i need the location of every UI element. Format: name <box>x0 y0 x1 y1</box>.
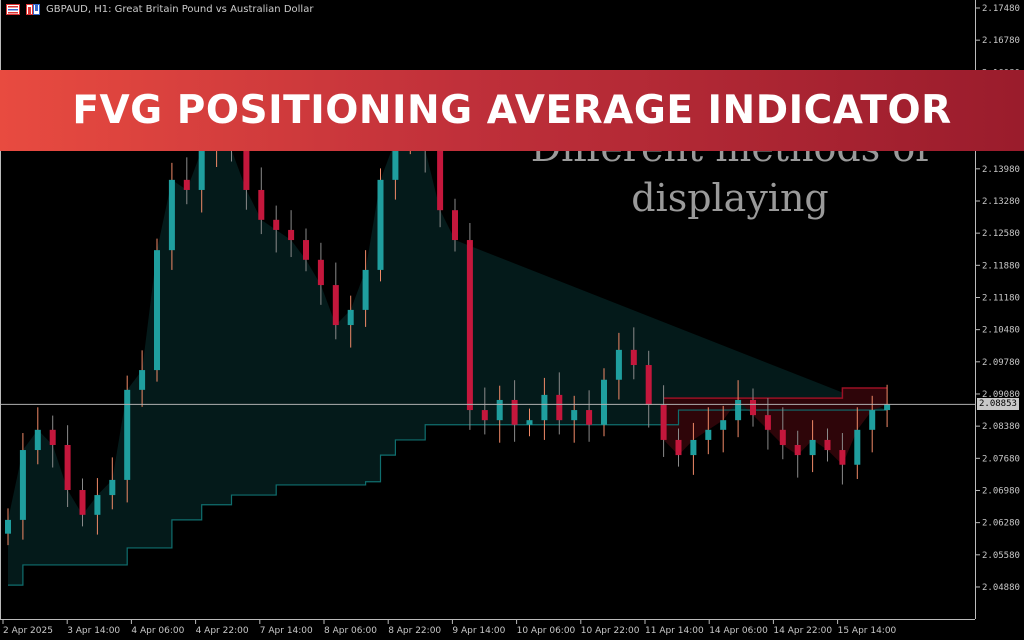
candle-body <box>49 429 56 445</box>
candle-body <box>735 399 742 421</box>
candle-body <box>794 444 801 456</box>
candle-body <box>466 240 473 411</box>
candle-body <box>303 240 309 260</box>
candle-body <box>19 450 26 520</box>
candle-body <box>660 405 667 440</box>
candle-body <box>332 285 339 326</box>
candle-body <box>496 399 503 421</box>
x-tick-label: 14 Apr 06:00 <box>709 626 768 636</box>
candle-body <box>586 410 593 425</box>
y-tick-label: 2.13980 <box>982 165 1020 175</box>
candle-body <box>362 269 369 310</box>
candle-body <box>347 309 354 326</box>
candle-body <box>79 490 86 515</box>
candle-body <box>317 259 324 286</box>
candle-body <box>377 179 384 270</box>
candle-body <box>750 399 756 416</box>
candle-body <box>720 420 727 430</box>
lower-band-line <box>8 409 888 586</box>
x-tick-label: 15 Apr 14:00 <box>838 626 897 636</box>
candle-body <box>288 229 295 241</box>
candle-body <box>511 399 518 425</box>
y-tick-label: 2.05580 <box>982 551 1020 561</box>
candle-body <box>571 410 578 421</box>
candle-body <box>243 149 250 190</box>
y-tick-label: 2.10480 <box>982 326 1020 336</box>
y-tick-label: 2.12580 <box>982 229 1020 239</box>
chart-type-icon[interactable] <box>26 4 40 15</box>
x-tick-label: 8 Apr 06:00 <box>324 626 377 636</box>
candle-body <box>183 179 190 190</box>
candle-body <box>884 404 891 411</box>
x-tick-label: 10 Apr 06:00 <box>517 626 576 636</box>
x-tick-label: 7 Apr 14:00 <box>260 626 313 636</box>
y-tick-label: 2.09780 <box>982 358 1020 368</box>
y-tick-label: 2.17480 <box>982 4 1020 14</box>
candle-body <box>541 394 548 421</box>
y-tick-label: 2.06280 <box>982 519 1020 529</box>
candle-body <box>273 219 280 230</box>
candle-body <box>526 420 533 425</box>
x-tick-label: 14 Apr 22:00 <box>773 626 832 636</box>
banner-title: FVG POSITIONING AVERAGE INDICATOR <box>72 88 952 133</box>
candle-body <box>437 149 444 211</box>
x-tick-label: 11 Apr 14:00 <box>645 626 704 636</box>
x-tick-label: 8 Apr 22:00 <box>388 626 441 636</box>
candle-body <box>839 450 846 465</box>
candle-body <box>198 149 205 190</box>
y-tick-label: 2.04880 <box>982 583 1020 593</box>
upper-band-line <box>663 387 888 399</box>
chart-title: GBPAUD, H1: Great Britain Pound vs Austr… <box>46 4 314 15</box>
candle-body <box>809 439 816 456</box>
upper-band-fill <box>663 388 888 465</box>
chart-header: GBPAUD, H1: Great Britain Pound vs Austr… <box>6 4 313 15</box>
y-tick-label: 2.08380 <box>982 422 1020 432</box>
candle-body <box>34 429 41 451</box>
candle-body <box>452 210 458 241</box>
candle-body <box>705 429 712 440</box>
y-tick-label: 2.07680 <box>982 454 1020 464</box>
y-tick-label: 2.13280 <box>982 197 1020 207</box>
candle-body <box>154 250 160 371</box>
candle-body <box>481 410 488 421</box>
x-tick-label: 9 Apr 14:00 <box>452 626 505 636</box>
x-tick-label: 4 Apr 06:00 <box>131 626 184 636</box>
candle-body <box>5 519 11 534</box>
candle-body <box>124 389 131 480</box>
y-tick-label: 2.11880 <box>982 261 1020 271</box>
y-tick-label: 2.09080 <box>982 390 1020 400</box>
candle-body <box>854 429 861 465</box>
candle-body <box>64 444 71 491</box>
y-tick-label: 2.06980 <box>982 486 1020 496</box>
candle-body <box>690 439 697 456</box>
y-tick-label: 2.11180 <box>982 293 1020 303</box>
candle-body <box>630 349 637 366</box>
lower-band-fill <box>8 120 888 586</box>
candle-body <box>109 479 116 496</box>
annotation-line-2: displaying <box>631 176 829 220</box>
candle-body <box>779 429 786 445</box>
candle-body <box>168 179 175 251</box>
candle-body <box>258 189 265 220</box>
candle-body <box>675 439 682 456</box>
candle-body <box>764 415 771 430</box>
candle-body <box>94 495 101 515</box>
candle-body <box>556 394 563 421</box>
x-tick-label: 4 Apr 22:00 <box>196 626 249 636</box>
x-tick-label: 10 Apr 22:00 <box>581 626 640 636</box>
promo-banner: FVG POSITIONING AVERAGE INDICATOR <box>0 70 1024 151</box>
x-tick-label: 3 Apr 14:00 <box>67 626 120 636</box>
candle-body <box>392 139 399 180</box>
candle-body <box>824 439 831 451</box>
candle-body <box>645 365 652 406</box>
y-tick-label: 2.16780 <box>982 36 1020 46</box>
candle-body <box>601 379 607 425</box>
candle-body <box>139 370 146 390</box>
candle-body <box>869 410 876 430</box>
market-watch-icon[interactable] <box>6 4 20 15</box>
x-tick-label: 2 Apr 2025 <box>3 626 53 636</box>
current-price-label: 2.08853 <box>977 398 1019 410</box>
candle-body <box>615 349 622 380</box>
